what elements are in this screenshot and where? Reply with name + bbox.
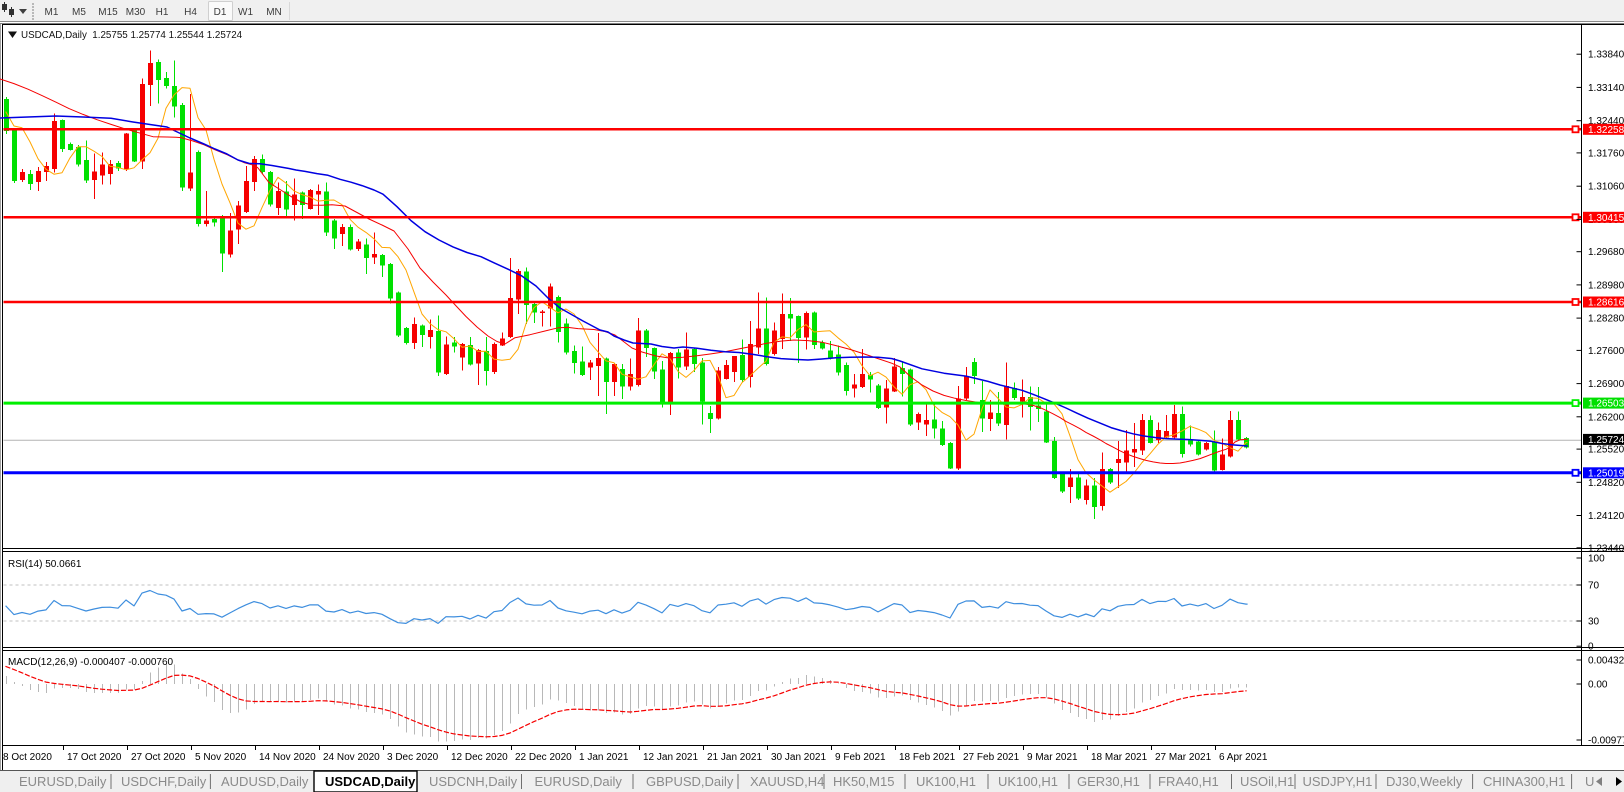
svg-text:1.26200: 1.26200 — [1588, 412, 1624, 423]
svg-text:DJ30,Weekly: DJ30,Weekly — [1386, 774, 1463, 789]
svg-text:1.27600: 1.27600 — [1588, 346, 1624, 357]
svg-text:1.25520: 1.25520 — [1588, 445, 1624, 456]
svg-text:USDCNH,Daily: USDCNH,Daily — [429, 774, 518, 789]
svg-text:1.26900: 1.26900 — [1588, 379, 1624, 390]
svg-text:W1: W1 — [238, 7, 253, 18]
svg-text:24 Nov 2020: 24 Nov 2020 — [323, 752, 380, 763]
svg-text:12 Dec 2020: 12 Dec 2020 — [451, 752, 508, 763]
svg-text:HK50,M15: HK50,M15 — [833, 774, 894, 789]
svg-text:CHINA300,H1: CHINA300,H1 — [1483, 774, 1565, 789]
svg-text:27 Feb 2021: 27 Feb 2021 — [963, 752, 1020, 763]
svg-text:17 Oct 2020: 17 Oct 2020 — [67, 752, 122, 763]
svg-text:70: 70 — [1588, 581, 1600, 592]
svg-text:1.28616: 1.28616 — [1588, 298, 1624, 309]
svg-text:EURUSD,Daily: EURUSD,Daily — [19, 774, 107, 789]
svg-text:18 Mar 2021: 18 Mar 2021 — [1091, 752, 1148, 763]
svg-text:5 Nov 2020: 5 Nov 2020 — [195, 752, 247, 763]
svg-text:H1: H1 — [156, 7, 169, 18]
svg-text:EURUSD,Daily: EURUSD,Daily — [535, 774, 623, 789]
svg-text:-0.00977: -0.00977 — [1588, 736, 1624, 747]
svg-text:27 Oct 2020: 27 Oct 2020 — [131, 752, 186, 763]
svg-text:21 Jan 2021: 21 Jan 2021 — [707, 752, 762, 763]
svg-text:8 Oct 2020: 8 Oct 2020 — [3, 752, 52, 763]
svg-text:1.26503: 1.26503 — [1588, 399, 1624, 410]
svg-text:H4: H4 — [184, 7, 197, 18]
svg-text:18 Feb 2021: 18 Feb 2021 — [899, 752, 956, 763]
svg-text:M30: M30 — [126, 7, 146, 18]
svg-text:1.33140: 1.33140 — [1588, 83, 1624, 94]
svg-text:0.00: 0.00 — [1588, 680, 1608, 691]
svg-text:1.31060: 1.31060 — [1588, 182, 1624, 193]
svg-text:1.33840: 1.33840 — [1588, 50, 1624, 61]
svg-text:12 Jan 2021: 12 Jan 2021 — [643, 752, 698, 763]
svg-text:D1: D1 — [214, 7, 227, 18]
svg-text:1.25019: 1.25019 — [1588, 468, 1624, 479]
svg-text:1.28280: 1.28280 — [1588, 314, 1624, 325]
svg-text:1.23440: 1.23440 — [1588, 543, 1624, 554]
svg-text:UK100,H1: UK100,H1 — [916, 774, 976, 789]
svg-text:1.28980: 1.28980 — [1588, 280, 1624, 291]
svg-text:XAUUSD,H4: XAUUSD,H4 — [750, 774, 824, 789]
svg-text:6 Apr 2021: 6 Apr 2021 — [1219, 752, 1268, 763]
svg-text:GER30,H1: GER30,H1 — [1077, 774, 1140, 789]
svg-text:30 Jan 2021: 30 Jan 2021 — [771, 752, 826, 763]
svg-text:GBPUSD,Daily: GBPUSD,Daily — [646, 774, 734, 789]
svg-text:U: U — [1585, 774, 1594, 789]
svg-text:MN: MN — [266, 7, 282, 18]
svg-text:3 Dec 2020: 3 Dec 2020 — [387, 752, 439, 763]
svg-text:AUDUSD,Daily: AUDUSD,Daily — [221, 774, 309, 789]
svg-text:M5: M5 — [72, 7, 86, 18]
svg-text:100: 100 — [1588, 554, 1605, 565]
svg-text:1.32258: 1.32258 — [1588, 125, 1624, 136]
svg-text:USDCAD,Daily 1.25755 1.25774: USDCAD,Daily 1.25755 1.25774 1.25544 1.2… — [21, 30, 243, 41]
svg-text:1.29680: 1.29680 — [1588, 247, 1624, 258]
svg-text:USDJPY,H1: USDJPY,H1 — [1303, 774, 1373, 789]
svg-text:1.25724: 1.25724 — [1588, 435, 1624, 446]
svg-text:0.004328: 0.004328 — [1588, 656, 1624, 667]
svg-text:1.32440: 1.32440 — [1588, 116, 1624, 127]
svg-text:9 Feb 2021: 9 Feb 2021 — [835, 752, 886, 763]
svg-text:M15: M15 — [98, 7, 118, 18]
svg-text:30: 30 — [1588, 617, 1600, 628]
svg-text:USDCHF,Daily: USDCHF,Daily — [121, 774, 207, 789]
svg-text:22 Dec 2020: 22 Dec 2020 — [515, 752, 572, 763]
svg-text:1.31760: 1.31760 — [1588, 148, 1624, 159]
svg-text:9 Mar 2021: 9 Mar 2021 — [1027, 752, 1078, 763]
svg-text:USOil,H1: USOil,H1 — [1240, 774, 1294, 789]
svg-text:14 Nov 2020: 14 Nov 2020 — [259, 752, 316, 763]
svg-text:0: 0 — [1588, 642, 1594, 653]
svg-text:FRA40,H1: FRA40,H1 — [1158, 774, 1219, 789]
svg-text:UK100,H1: UK100,H1 — [998, 774, 1058, 789]
svg-text:1.30415: 1.30415 — [1588, 213, 1624, 224]
svg-text:USDCAD,Daily: USDCAD,Daily — [325, 774, 416, 789]
svg-text:1.24120: 1.24120 — [1588, 511, 1624, 522]
svg-text:1 Jan 2021: 1 Jan 2021 — [579, 752, 629, 763]
svg-text:MACD(12,26,9) -0.000407 -0.000: MACD(12,26,9) -0.000407 -0.000760 — [8, 657, 174, 668]
svg-text:27 Mar 2021: 27 Mar 2021 — [1155, 752, 1212, 763]
svg-text:M1: M1 — [45, 7, 59, 18]
svg-text:1.24820: 1.24820 — [1588, 478, 1624, 489]
svg-text:RSI(14) 50.0661: RSI(14) 50.0661 — [8, 559, 82, 570]
